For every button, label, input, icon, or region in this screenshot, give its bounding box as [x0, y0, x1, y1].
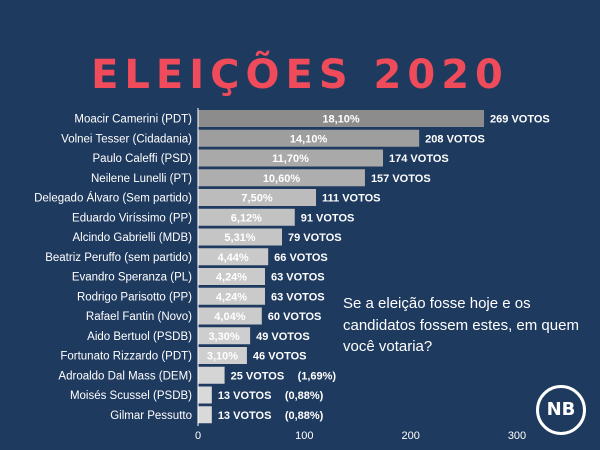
percent-label: 18,10% [322, 114, 360, 126]
bar [198, 327, 251, 345]
percent-label: 10,60% [263, 173, 301, 185]
bar [198, 189, 317, 206]
nb-logo: NB [536, 385, 586, 435]
category-label: Moisés Scussel (PSDB) [70, 390, 192, 402]
bar [198, 268, 265, 285]
percent-label: 11,70% [272, 153, 309, 165]
category-label: Fortunato Rizzardo (PDT) [60, 351, 192, 363]
vote-label: 13 VOTOS [218, 390, 272, 402]
vote-label: 91 VOTOS [301, 212, 355, 224]
category-label: Alcindo Gabrielli (MDB) [72, 232, 192, 244]
vote-label: 79 VOTOS [288, 232, 342, 244]
category-label: Eduardo Viríssimo (PP) [72, 212, 192, 224]
vote-label: 60 VOTOS [268, 311, 322, 323]
page-title: ELEIÇÕES 2020 [91, 52, 509, 98]
vote-label: 46 VOTOS [253, 351, 307, 363]
percent-label: 6,12% [231, 212, 262, 224]
bar [198, 366, 225, 384]
category-label: Aido Bertuol (PSDB) [87, 331, 192, 343]
bar [198, 110, 485, 127]
x-tick-label: 200 [401, 430, 419, 442]
vote-label: 25 VOTOS [231, 370, 285, 382]
category-label: Paulo Caleffi (PSD) [93, 153, 193, 165]
vote-label: 208 VOTOS [425, 133, 485, 145]
vote-label: 49 VOTOS [256, 331, 310, 343]
percent-label: 4,24% [216, 291, 247, 303]
bar [198, 149, 384, 167]
x-tick-label: 300 [508, 430, 526, 442]
percent-label: (1,69%) [298, 370, 337, 382]
vote-label: 13 VOTOS [218, 410, 272, 422]
bar [198, 406, 212, 424]
percent-label: 4,44% [217, 252, 248, 264]
category-label: Beatriz Peruffo (sem partido) [45, 252, 192, 264]
bar [198, 386, 212, 404]
category-label: Evandro Speranza (PL) [72, 272, 192, 284]
bar [198, 208, 295, 226]
category-label: Rafael Fantin (Novo) [86, 311, 192, 323]
category-label: Gilmar Pessutto [110, 410, 192, 422]
survey-question: Se a eleição fosse hoje e os candidatos … [343, 295, 579, 355]
percent-label: (0,88%) [285, 410, 324, 422]
category-label: Delegado Álvaro (Sem partido) [34, 192, 192, 205]
category-label: Rodrigo Parisotto (PP) [77, 291, 192, 303]
percent-label: 4,04% [214, 311, 245, 323]
percent-label: 3,10% [207, 351, 238, 363]
vote-label: 63 VOTOS [271, 272, 325, 284]
percent-label: 7,50% [241, 193, 272, 205]
percent-label: (0,88%) [285, 390, 324, 402]
vote-label: 63 VOTOS [271, 291, 325, 303]
bar [198, 287, 265, 305]
vote-label: 174 VOTOS [389, 153, 449, 165]
bar [198, 248, 269, 266]
bar [198, 129, 420, 147]
category-label: Volnei Tesser (Cidadania) [61, 133, 192, 145]
vote-label: 111 VOTOS [322, 193, 381, 205]
percent-label: 5,31% [224, 232, 255, 244]
x-tick-label: 0 [195, 430, 201, 442]
bar [198, 347, 247, 364]
percent-label: 3,30% [208, 331, 239, 343]
vote-label: 269 VOTOS [490, 114, 550, 126]
category-label: Moacir Camerini (PDT) [74, 114, 192, 126]
percent-label: 4,24% [216, 272, 247, 284]
x-tick-label: 100 [295, 430, 313, 442]
percent-label: 14,10% [290, 133, 328, 145]
bar [198, 228, 283, 246]
vote-label: 66 VOTOS [274, 252, 328, 264]
category-label: Adroaldo Dal Mass (DEM) [58, 370, 192, 382]
bar [198, 169, 365, 187]
vote-label: 157 VOTOS [371, 173, 431, 185]
bar [198, 307, 262, 325]
category-label: Neilene Lunelli (PT) [91, 173, 192, 185]
